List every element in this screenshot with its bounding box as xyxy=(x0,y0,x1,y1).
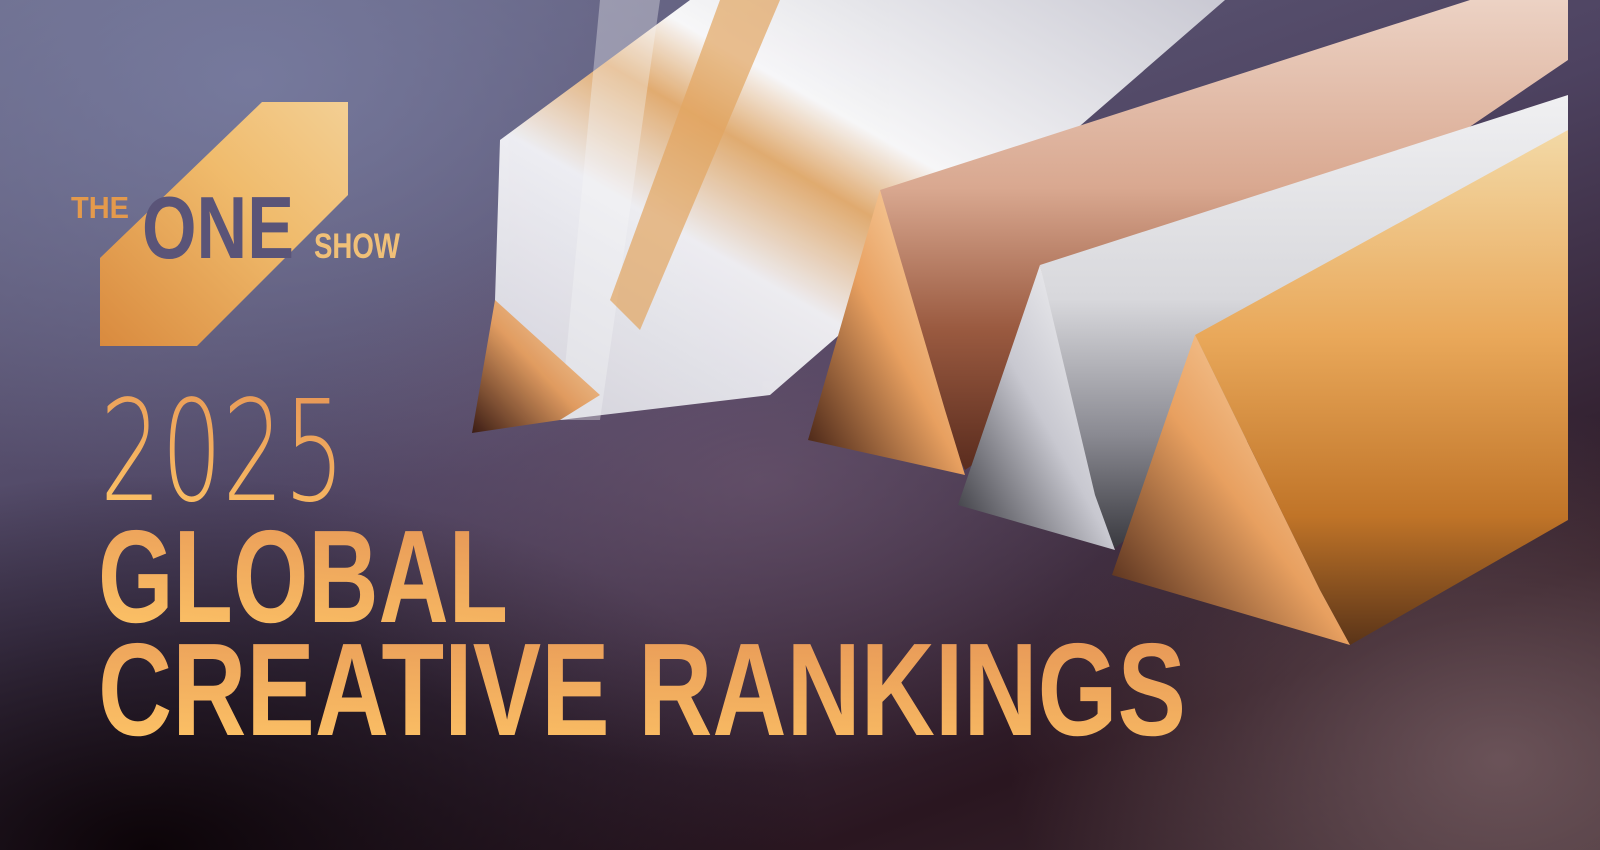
the-one-show-logo: THE ONE SHOW xyxy=(71,102,400,346)
logo-mark xyxy=(100,102,348,346)
headline-line1: GLOBAL xyxy=(98,503,508,650)
logo-the: THE xyxy=(71,190,129,225)
gold-pencil xyxy=(1112,130,1568,645)
logo-show: SHOW xyxy=(314,227,400,266)
headline-year: 2025 xyxy=(100,371,345,534)
headline-line2: CREATIVE RANKINGS xyxy=(98,616,1186,763)
logo-one: ONE xyxy=(142,178,294,277)
headline: 2025 GLOBAL CREATIVE RANKINGS xyxy=(98,371,1186,763)
crystal-pencil xyxy=(472,0,1225,433)
